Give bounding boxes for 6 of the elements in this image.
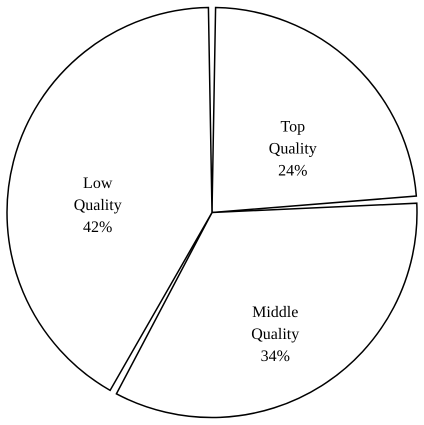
slice-label: Low Quality [74, 175, 122, 214]
data-label: 42% [83, 219, 112, 236]
slice-label: Middle Quality [251, 304, 300, 344]
data-label: 24% [278, 162, 308, 180]
data-label: 34% [260, 348, 290, 366]
slice-label: Top Quality [268, 118, 317, 158]
